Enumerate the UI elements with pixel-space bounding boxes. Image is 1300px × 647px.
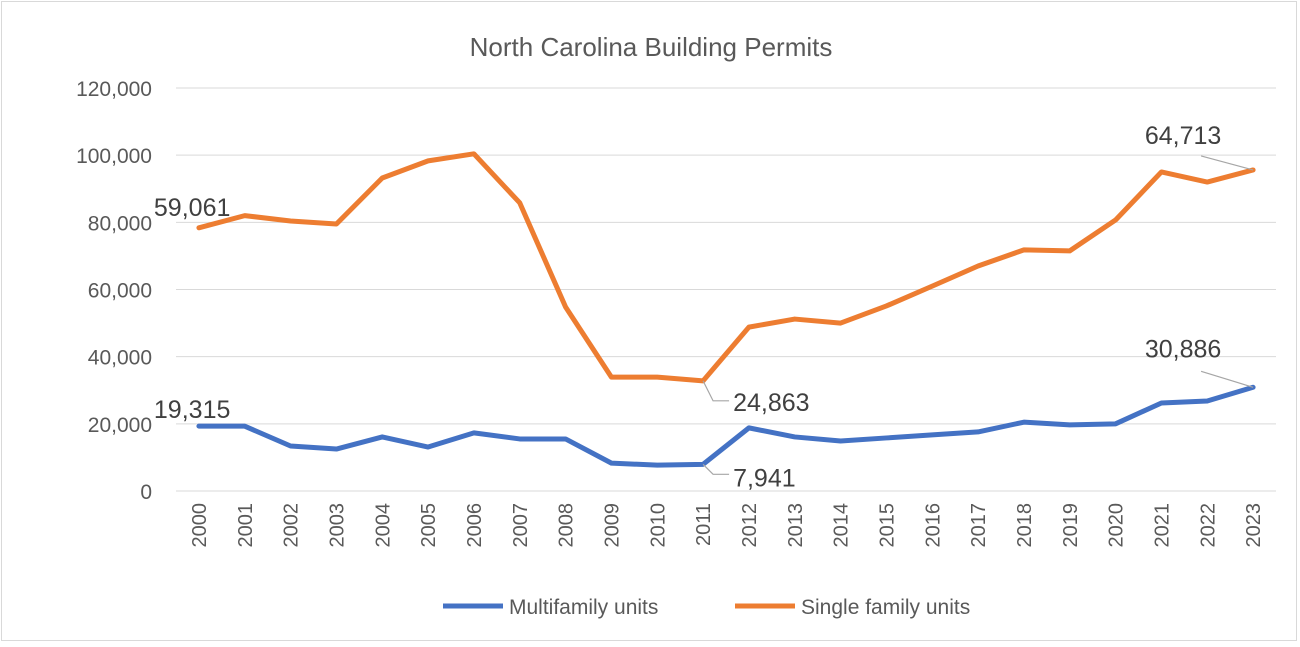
x-tick-label: 2006	[464, 503, 486, 548]
data-label: 7,941	[733, 464, 796, 492]
leader-line	[1200, 155, 1254, 171]
series-line-multifamily	[196, 384, 1256, 468]
x-tick-label: 2011	[693, 503, 715, 546]
leader-line	[702, 463, 730, 475]
x-tick-label: 2009	[601, 503, 623, 548]
x-tick-label: 2010	[647, 503, 669, 548]
data-label: 24,863	[733, 389, 809, 417]
x-tick-label: 2004	[372, 503, 394, 548]
x-tick-label: 2017	[968, 503, 990, 548]
x-tick-label: 2022	[1197, 503, 1219, 548]
x-tick-label: 2002	[281, 503, 303, 548]
x-tick-label: 2023	[1243, 503, 1265, 548]
x-tick-label: 2013	[785, 503, 807, 548]
x-tick-label: 2020	[1106, 503, 1128, 548]
x-tick-label: 2003	[326, 503, 348, 548]
y-tick-label: 80,000	[88, 212, 152, 235]
data-label: 19,315	[154, 396, 230, 424]
x-tick-label: 2008	[556, 503, 578, 548]
y-tick-label: 0	[140, 481, 152, 504]
x-tick-label: 2019	[1060, 503, 1082, 548]
x-tick-label: 2018	[1014, 503, 1036, 548]
series-line-single-family	[196, 151, 1256, 384]
data-label: 64,713	[1145, 122, 1221, 150]
x-tick-label: 2021	[1151, 503, 1173, 548]
x-tick-label: 2012	[739, 503, 761, 548]
data-label: 30,886	[1145, 335, 1221, 363]
x-tick-label: 2005	[418, 503, 440, 548]
data-label: 59,061	[154, 194, 230, 222]
y-tick-label: 20,000	[88, 414, 152, 437]
y-tick-label: 120,000	[76, 78, 152, 101]
x-tick-label: 2014	[831, 503, 853, 548]
chart-title: North Carolina Building Permits	[470, 32, 833, 62]
y-tick-label: 100,000	[76, 145, 152, 168]
x-tick-label: 2000	[189, 503, 211, 548]
x-tick-label: 2007	[510, 503, 532, 548]
leader-line	[702, 380, 730, 402]
x-tick-label: 2015	[876, 503, 898, 548]
x-tick-label: 2016	[922, 503, 944, 548]
x-tick-label: 2001	[235, 503, 257, 548]
y-tick-label: 60,000	[88, 280, 152, 303]
y-tick-label: 40,000	[88, 347, 152, 370]
legend-label: Multifamily units	[509, 596, 658, 619]
leader-line	[1200, 370, 1254, 388]
legend-label: Single family units	[801, 596, 970, 619]
